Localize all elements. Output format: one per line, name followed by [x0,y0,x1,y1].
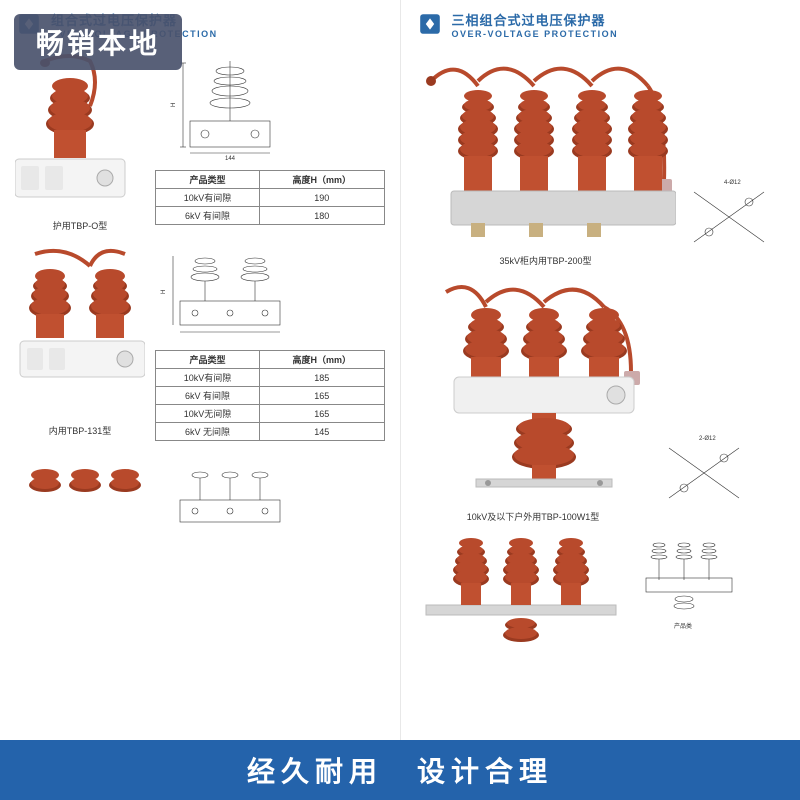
tech-drawing-r2: 2-Ø12 [659,428,749,523]
svg-text:H: H [161,290,167,294]
tech-drawing-2: H [155,246,385,346]
header-title-en-right: OVER-VOLTAGE PROTECTION [452,29,619,39]
spec-table-2: 产品类型高度H（mm） 10kV有间隙185 6kV 有间隙165 10kV无间… [155,350,385,441]
right-section-3: 产品类 [416,533,786,653]
table-cell: 6kV 有间隙 [156,387,260,405]
table-cell: 145 [260,423,384,441]
table-cell: 165 [260,387,384,405]
header-title-cn-right: 三相组合式过电压保护器 [452,10,619,29]
right-section-2: 10kV及以下户外用TBP-100W1型 2-Ø12 [416,277,786,523]
table-cell: 190 [260,189,384,207]
svg-text:144: 144 [225,156,236,161]
table-cell: 10kV有间隙 [156,369,260,387]
table-cell: 165 [260,405,384,423]
table-cell: 185 [260,369,384,387]
caption-tbp-100w1: 10kV及以下户外用TBP-100W1型 [416,510,651,523]
table-header: 高度H（mm） [260,351,384,369]
catalog-spread: 组合式过电压保护器 OVER-VOLTAGE PROTECTION [0,0,800,740]
table-cell: 10kV有间隙 [156,189,260,207]
table-header: 高度H（mm） [260,171,384,189]
product-photo-tbp-200 [416,51,676,246]
page-right: 三相组合式过电压保护器 OVER-VOLTAGE PROTECTION [401,0,800,740]
logo-icon [416,10,444,38]
left-section-3 [15,455,385,544]
page-left: 组合式过电压保护器 OVER-VOLTAGE PROTECTION [0,0,401,740]
svg-text:2-Ø12: 2-Ø12 [699,436,716,442]
tech-drawing-3 [155,455,385,540]
product-photo-partial-left [15,455,145,540]
tech-drawing-r3: 产品类 [634,533,744,638]
product-photo-tbp-100w1 [416,277,651,502]
caption-tbp-o: 护用TBP-O型 [15,219,145,232]
table-header: 产品类型 [156,351,260,369]
table-header: 产品类型 [156,171,260,189]
caption-tbp-200: 35kV柜内用TBP-200型 [416,254,676,267]
tech-drawing-1: H 144 [155,51,385,166]
footer-banner: 经久耐用 设计合理 [0,740,800,800]
left-section-1: 护用TBP-O型 H 144 [15,51,385,232]
table-cell: 180 [260,207,384,225]
svg-text:H: H [171,103,177,107]
svg-text:4-Ø12: 4-Ø12 [724,180,741,186]
table-cell: 6kV 无间隙 [156,423,260,441]
product-photo-tbp-o: 护用TBP-O型 [15,51,145,232]
tech-drawing-r1: 4-Ø12 [684,172,774,267]
svg-text:产品类: 产品类 [674,622,692,630]
right-section-1: 35kV柜内用TBP-200型 4-Ø12 [416,51,786,267]
caption-tbp-131: 内用TBP-131型 [15,424,145,437]
table-cell: 6kV 有间隙 [156,207,260,225]
product-photo-partial-right [416,533,626,653]
spec-table-1: 产品类型高度H（mm） 10kV有间隙190 6kV 有间隙180 [155,170,385,225]
promo-badge: 畅销本地 [14,14,182,70]
page-header-right: 三相组合式过电压保护器 OVER-VOLTAGE PROTECTION [416,10,786,39]
left-section-2: 内用TBP-131型 H 产品类型高度 [15,246,385,441]
product-photo-tbp-131: 内用TBP-131型 [15,246,145,437]
table-cell: 10kV无间隙 [156,405,260,423]
